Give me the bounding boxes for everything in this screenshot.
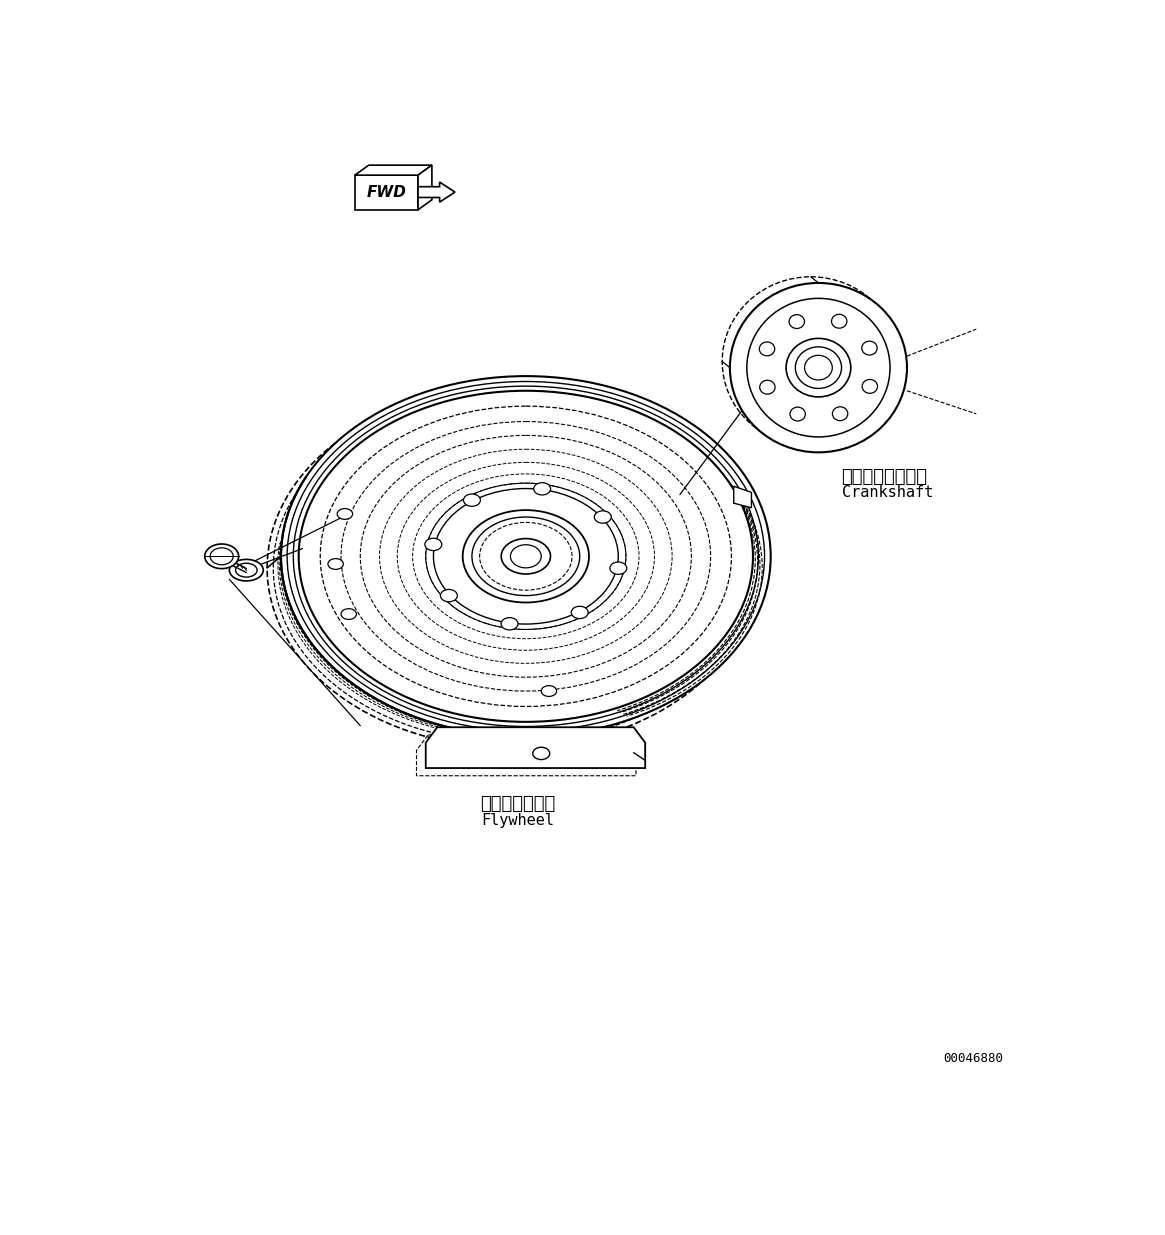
- Text: フライホイール: フライホイール: [480, 795, 556, 813]
- Ellipse shape: [805, 356, 832, 380]
- Ellipse shape: [341, 609, 356, 620]
- Ellipse shape: [786, 338, 850, 396]
- Ellipse shape: [532, 747, 550, 760]
- Polygon shape: [355, 175, 418, 210]
- Text: FWD: FWD: [367, 184, 407, 200]
- Ellipse shape: [463, 510, 589, 603]
- Text: Crankshaft: Crankshaft: [841, 485, 933, 500]
- Ellipse shape: [760, 380, 775, 394]
- Ellipse shape: [760, 342, 775, 356]
- Ellipse shape: [610, 562, 627, 574]
- Polygon shape: [418, 165, 432, 210]
- Ellipse shape: [833, 406, 848, 421]
- Ellipse shape: [205, 543, 239, 568]
- Ellipse shape: [298, 390, 753, 721]
- Ellipse shape: [425, 538, 442, 551]
- Polygon shape: [425, 727, 645, 768]
- Ellipse shape: [790, 408, 805, 421]
- Ellipse shape: [281, 377, 771, 736]
- Ellipse shape: [862, 341, 877, 354]
- Ellipse shape: [464, 494, 480, 506]
- Ellipse shape: [789, 315, 805, 329]
- Polygon shape: [355, 165, 432, 175]
- Ellipse shape: [571, 606, 588, 619]
- Polygon shape: [734, 487, 751, 508]
- Ellipse shape: [542, 685, 557, 697]
- Text: 00046880: 00046880: [944, 1051, 1003, 1065]
- Ellipse shape: [534, 483, 551, 495]
- Ellipse shape: [862, 379, 877, 393]
- Ellipse shape: [440, 589, 458, 601]
- Ellipse shape: [832, 315, 847, 329]
- Ellipse shape: [594, 511, 612, 524]
- Polygon shape: [418, 182, 456, 203]
- Ellipse shape: [271, 368, 779, 745]
- Ellipse shape: [730, 283, 908, 452]
- Ellipse shape: [501, 618, 518, 630]
- Ellipse shape: [501, 538, 551, 574]
- Ellipse shape: [337, 509, 353, 520]
- Ellipse shape: [327, 558, 344, 569]
- Text: Flywheel: Flywheel: [481, 813, 555, 827]
- Text: クランクシャフト: クランクシャフト: [841, 468, 927, 485]
- Ellipse shape: [230, 559, 263, 580]
